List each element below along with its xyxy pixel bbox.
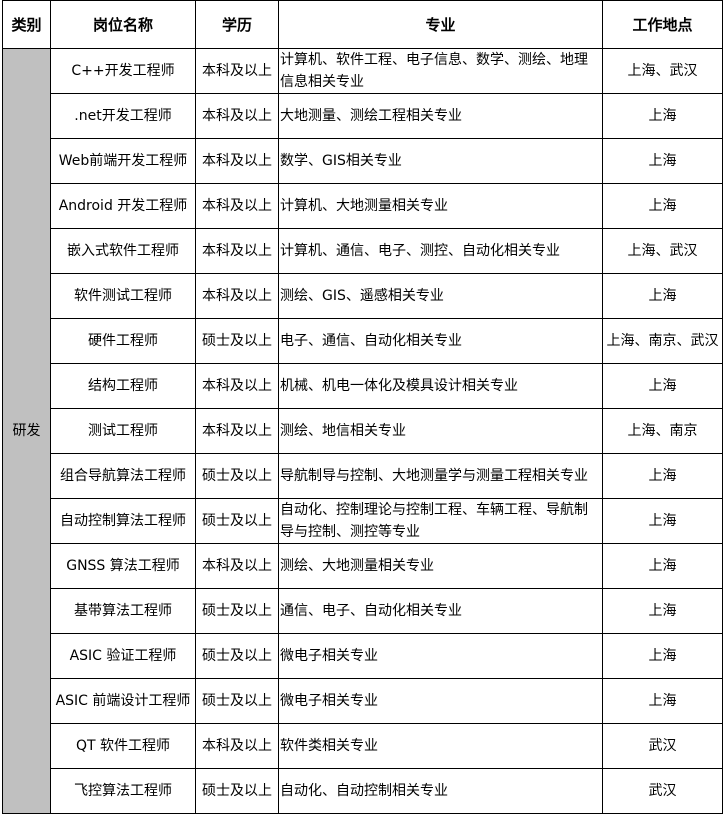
table-row: Android 开发工程师 本科及以上 计算机、大地测量相关专业 上海 [3,183,723,229]
location-cell: 上海 [602,633,723,679]
table-row: ASIC 前端设计工程师 硕士及以上 微电子相关专业 上海 [3,678,723,724]
education-cell: 本科及以上 [195,48,279,94]
major-cell: 电子、通信、自动化相关专业 [278,318,603,364]
job-title-cell: 组合导航算法工程师 [50,453,196,499]
major-cell: 计算机、大地测量相关专业 [278,183,603,229]
table-row: 基带算法工程师 硕士及以上 通信、电子、自动化相关专业 上海 [3,588,723,634]
education-cell: 本科及以上 [195,273,279,319]
education-cell: 硕士及以上 [195,633,279,679]
education-cell: 硕士及以上 [195,498,279,544]
job-title-cell: ASIC 前端设计工程师 [50,678,196,724]
major-cell: 计算机、软件工程、电子信息、数学、测绘、地理信息相关专业 [278,48,603,94]
table-row: 嵌入式软件工程师 本科及以上 计算机、通信、电子、测控、自动化相关专业 上海、武汉 [3,228,723,274]
education-cell: 硕士及以上 [195,768,279,814]
major-cell: 测绘、地信相关专业 [278,408,603,454]
table-row: 测试工程师 本科及以上 测绘、地信相关专业 上海、南京 [3,408,723,454]
location-cell: 上海 [602,678,723,724]
major-cell: 测绘、大地测量相关专业 [278,543,603,589]
table-row: GNSS 算法工程师 本科及以上 测绘、大地测量相关专业 上海 [3,543,723,589]
job-title-cell: QT 软件工程师 [50,723,196,769]
location-cell: 上海 [602,363,723,409]
job-title-cell: 硬件工程师 [50,318,196,364]
major-cell: 微电子相关专业 [278,633,603,679]
job-title-cell: GNSS 算法工程师 [50,543,196,589]
table-row: 组合导航算法工程师 硕士及以上 导航制导与控制、大地测量学与测量工程相关专业 上海 [3,453,723,499]
header-major: 专业 [278,0,603,49]
category-cell: 研发 [2,48,51,814]
table-row: 研发 C++开发工程师 本科及以上 计算机、软件工程、电子信息、数学、测绘、地理信息相… [2,48,723,814]
table-row: 硬件工程师 硕士及以上 电子、通信、自动化相关专业 上海、南京、武汉 [3,318,723,364]
table-row: 软件测试工程师 本科及以上 测绘、GIS、遥感相关专业 上海 [3,273,723,319]
location-cell: 上海 [602,138,723,184]
major-cell: 测绘、GIS、遥感相关专业 [278,273,603,319]
table-row: ASIC 验证工程师 硕士及以上 微电子相关专业 上海 [3,633,723,679]
education-cell: 本科及以上 [195,93,279,139]
location-cell: 上海 [602,498,723,544]
major-cell: 计算机、通信、电子、测控、自动化相关专业 [278,228,603,274]
location-cell: 上海 [602,453,723,499]
education-cell: 本科及以上 [195,408,279,454]
location-cell: 上海、武汉 [602,48,723,94]
education-cell: 本科及以上 [195,723,279,769]
location-cell: 上海 [602,93,723,139]
major-cell: 数学、GIS相关专业 [278,138,603,184]
major-cell: 自动化、自动控制相关专业 [278,768,603,814]
major-cell: 自动化、控制理论与控制工程、车辆工程、导航制导与控制、测控等专业 [278,498,603,544]
job-title-cell: C++开发工程师 [50,48,196,94]
major-cell: 机械、机电一体化及模具设计相关专业 [278,363,603,409]
header-location: 工作地点 [602,0,723,49]
job-title-cell: .net开发工程师 [50,93,196,139]
location-cell: 上海 [602,543,723,589]
location-cell: 上海 [602,588,723,634]
education-cell: 硕士及以上 [195,588,279,634]
job-title-cell: 飞控算法工程师 [50,768,196,814]
table-row: QT 软件工程师 本科及以上 软件类相关专业 武汉 [3,723,723,769]
education-cell: 本科及以上 [195,228,279,274]
job-title-cell: Web前端开发工程师 [50,138,196,184]
table-row: 飞控算法工程师 硕士及以上 自动化、自动控制相关专业 武汉 [3,768,723,814]
table-row: 自动控制算法工程师 硕士及以上 自动化、控制理论与控制工程、车辆工程、导航制导与控制… [3,498,723,544]
header-education: 学历 [195,0,279,49]
location-cell: 上海、武汉 [602,228,723,274]
job-title-cell: 自动控制算法工程师 [50,498,196,544]
location-cell: 上海 [602,183,723,229]
job-title-cell: ASIC 验证工程师 [50,633,196,679]
location-cell: 武汉 [602,723,723,769]
education-cell: 硕士及以上 [195,453,279,499]
job-title-cell: 基带算法工程师 [50,588,196,634]
education-cell: 硕士及以上 [195,318,279,364]
major-cell: 微电子相关专业 [278,678,603,724]
header-row: 类别 岗位名称 学历 专业 工作地点 [2,0,723,49]
job-title-cell: 结构工程师 [50,363,196,409]
major-cell: 软件类相关专业 [278,723,603,769]
job-title-cell: 测试工程师 [50,408,196,454]
education-cell: 硕士及以上 [195,678,279,724]
location-cell: 上海、南京、武汉 [602,318,723,364]
table-row: 结构工程师 本科及以上 机械、机电一体化及模具设计相关专业 上海 [3,363,723,409]
location-cell: 上海 [602,273,723,319]
job-title-cell: Android 开发工程师 [50,183,196,229]
header-category: 类别 [2,0,51,49]
table-row: .net开发工程师 本科及以上 大地测量、测绘工程相关专业 上海 [3,93,723,139]
table-row: Web前端开发工程师 本科及以上 数学、GIS相关专业 上海 [3,138,723,184]
location-cell: 武汉 [602,768,723,814]
education-cell: 本科及以上 [195,363,279,409]
education-cell: 本科及以上 [195,543,279,589]
location-cell: 上海、南京 [602,408,723,454]
major-cell: 导航制导与控制、大地测量学与测量工程相关专业 [278,453,603,499]
job-title-cell: 嵌入式软件工程师 [50,228,196,274]
education-cell: 本科及以上 [195,183,279,229]
education-cell: 本科及以上 [195,138,279,184]
header-title: 岗位名称 [50,0,196,49]
job-title-cell: 软件测试工程师 [50,273,196,319]
major-cell: 大地测量、测绘工程相关专业 [278,93,603,139]
major-cell: 通信、电子、自动化相关专业 [278,588,603,634]
